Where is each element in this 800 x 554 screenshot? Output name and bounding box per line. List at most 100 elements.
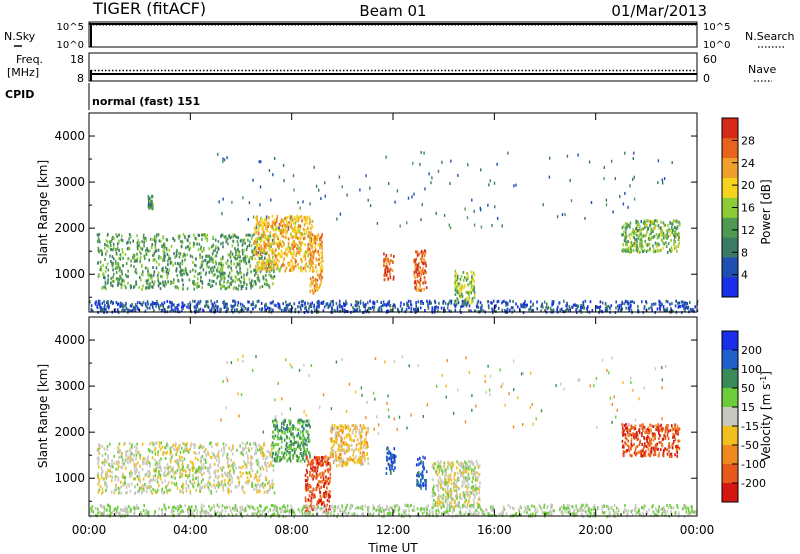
power-cell [151, 205, 153, 209]
velocity-cell [135, 462, 138, 466]
velocity-cell [173, 447, 175, 451]
nsearch-point [377, 24, 379, 26]
power-cell [255, 248, 258, 252]
velocity-cell [290, 432, 292, 436]
power-cell [111, 284, 114, 288]
nave-tick-bottom: 0 [703, 72, 710, 85]
power-cell [657, 224, 660, 228]
power-cell [165, 282, 167, 286]
power-cell [446, 306, 449, 310]
power-cell [435, 305, 438, 309]
velocity-cell [289, 459, 292, 463]
velocity-cell [316, 467, 319, 471]
power-cell [466, 216, 469, 220]
power-cell [229, 236, 231, 240]
power-cell [299, 227, 301, 231]
velocity-cell [353, 460, 356, 464]
power-cell [666, 236, 668, 240]
power-cell [149, 276, 152, 280]
power-cell [426, 299, 428, 303]
velocity-cell [315, 472, 318, 476]
power-cell [582, 303, 585, 307]
power-cell [110, 281, 112, 285]
nsearch-point [691, 24, 693, 26]
power-cell [419, 266, 421, 270]
velocity-cell [230, 474, 232, 478]
power-cell [599, 308, 601, 312]
power-cell [383, 303, 386, 307]
power-cell [104, 258, 106, 262]
power-cell [625, 241, 627, 244]
power-cell [250, 286, 252, 290]
power-cell [275, 242, 278, 245]
power-cell [101, 307, 103, 311]
power-cell [308, 215, 310, 219]
power-cell [150, 200, 152, 204]
power-cell [110, 283, 112, 287]
power-cell [259, 252, 262, 256]
power-cell [292, 244, 294, 248]
power-cell [506, 301, 508, 305]
velocity-cell [207, 452, 210, 456]
power-cell [311, 243, 313, 247]
velocity-cell [175, 482, 178, 485]
velocity-cell [251, 456, 254, 460]
power-cell [222, 284, 225, 288]
velocity-cell [367, 461, 370, 465]
power-cell [300, 269, 302, 273]
nsearch-point [611, 24, 613, 26]
power-cell [318, 302, 321, 306]
power-cell [255, 268, 257, 272]
power-cell [227, 242, 229, 246]
power-cell [303, 228, 306, 232]
velocity-cell [129, 460, 131, 464]
power-cell [424, 280, 427, 284]
velocity-cell [154, 474, 157, 478]
power-cell [120, 238, 123, 242]
velocity-cell [149, 485, 152, 488]
velocity-cell [216, 455, 218, 459]
power-cell [264, 256, 266, 260]
power-cell [647, 237, 650, 240]
power-cell [270, 266, 272, 270]
power-cell [259, 286, 261, 289]
power-cell [309, 217, 311, 221]
velocity-cell [260, 483, 263, 487]
power-cell [639, 250, 641, 254]
power-cell [306, 226, 309, 230]
velocity-cell [134, 464, 136, 468]
power-cell [320, 279, 322, 283]
velocity-cell [123, 462, 125, 466]
power-cell [255, 216, 257, 220]
power-cell [303, 215, 306, 219]
power-cell [354, 308, 356, 312]
velocity-cell [268, 465, 270, 468]
power-cell [161, 275, 163, 279]
velocity-cell [326, 498, 329, 502]
power-cell [223, 285, 226, 289]
velocity-cell [179, 475, 181, 479]
power-cell [310, 239, 312, 243]
power-cell [196, 305, 199, 309]
power-cell [233, 304, 235, 308]
power-cell [382, 303, 384, 307]
power-cell [192, 279, 194, 283]
power-cell [383, 262, 385, 266]
power-cell [155, 304, 157, 308]
velocity-cell [262, 485, 265, 489]
velocity-cell [259, 490, 261, 494]
velocity-cell [186, 474, 188, 477]
power-cell [167, 272, 169, 276]
velocity-cell [119, 455, 122, 459]
power-cell [626, 225, 628, 229]
power-cell [653, 302, 655, 306]
power-cell [420, 270, 423, 274]
nsearch-point [537, 24, 539, 26]
power-cell [634, 238, 637, 242]
power-cell [430, 181, 432, 185]
power-cell [126, 275, 128, 279]
velocity-cell [353, 448, 356, 452]
velocity-cell [302, 439, 304, 443]
power-cell [352, 306, 354, 310]
velocity-cell [210, 484, 213, 488]
